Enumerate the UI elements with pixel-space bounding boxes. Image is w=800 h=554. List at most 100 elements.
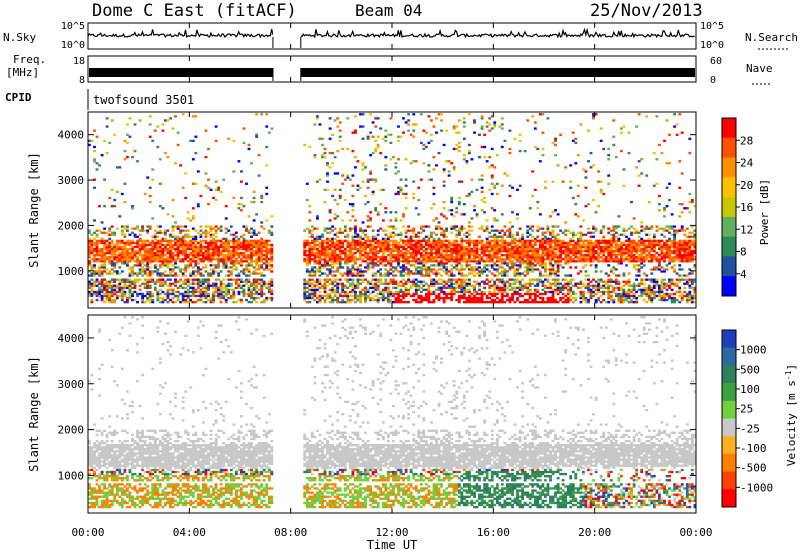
power-cell [331,194,335,198]
power-cell [199,284,203,287]
power-cell [265,264,269,267]
power-cell [582,233,585,236]
power-cell [554,280,557,283]
power-cell [161,290,165,294]
power-cell [247,286,251,290]
power-cell [465,194,469,198]
power-cell [556,278,560,281]
power-cell [397,290,400,294]
power-cell [138,245,142,249]
power-cell [212,241,215,245]
power-cell [427,141,431,145]
power-cell [93,270,96,273]
power-cell [217,262,221,265]
power-cell [313,294,317,298]
power-cell [336,262,340,265]
power-cell [158,231,162,234]
power-cell [341,243,345,247]
power-cell [566,254,570,257]
power-cell [118,258,122,261]
power-cell [181,254,185,257]
power-cell [397,186,400,189]
power-cell [105,249,109,253]
power-cell [379,296,383,300]
power-cell [260,241,264,245]
power-cell [419,272,423,275]
power-cell [465,160,469,163]
power-cell [404,254,408,257]
power-cell [361,274,365,277]
power-cell [432,243,436,247]
power-cell [136,294,139,298]
power-cell [584,296,588,300]
power-cell [270,233,274,236]
power-cell [346,147,350,151]
power-cell [326,274,329,277]
power-cell [546,301,550,304]
power-cell [88,229,91,232]
power-cell [374,288,378,292]
power-cell [331,249,335,253]
power-cell [338,301,342,304]
power-cell [341,174,345,177]
power-cell [247,143,251,147]
power-cell [164,274,167,277]
power-cell [336,284,340,287]
power-cell [506,247,509,251]
power-cell [98,205,101,208]
power-cell [468,284,471,287]
power-cell [227,245,231,249]
power-cell [549,298,552,302]
power-cell [219,292,223,296]
power-cell [98,280,101,283]
power-cell [437,294,441,298]
power-cell [503,301,507,304]
power-cell [523,286,527,290]
power-cell [110,288,114,292]
power-cell [533,249,537,253]
power-cell [374,284,378,287]
power-cell [214,252,218,255]
power-cell [442,243,446,247]
power-cell [417,270,421,273]
power-cell [351,194,355,198]
power-cell [336,290,340,294]
power-cell [108,301,112,304]
power-cell [133,272,137,275]
power-cell [338,241,342,245]
power-cell [252,200,256,204]
power-cell [158,245,162,249]
power-cell [374,125,378,128]
power-cell [526,252,530,255]
power-cell [493,262,497,265]
power-cell [523,292,527,296]
power-cell [430,247,433,251]
power-cell [402,290,405,294]
power-cell [204,241,208,245]
power-cell [90,241,94,245]
power-cell [379,282,383,285]
power-cell [442,235,446,238]
power-cell [381,243,385,247]
power-cell [407,252,411,255]
power-cell [126,156,129,159]
power-cell [113,233,117,236]
power-cell [93,280,96,283]
power-cell [544,274,547,277]
power-cell [503,247,507,251]
power-cell [179,164,183,167]
power-cell [546,239,550,243]
power-cell [495,254,499,257]
power-cell [153,235,157,238]
power-cell [262,262,266,265]
power-cell [551,294,555,298]
power-cell [473,245,476,249]
power-cell [518,133,522,136]
power-cell [158,272,162,275]
power-cell [508,278,512,281]
power-cell [207,231,210,234]
power-cell [518,247,522,251]
power-cell [419,260,423,263]
power-cell [133,260,137,263]
power-cell [412,247,416,251]
